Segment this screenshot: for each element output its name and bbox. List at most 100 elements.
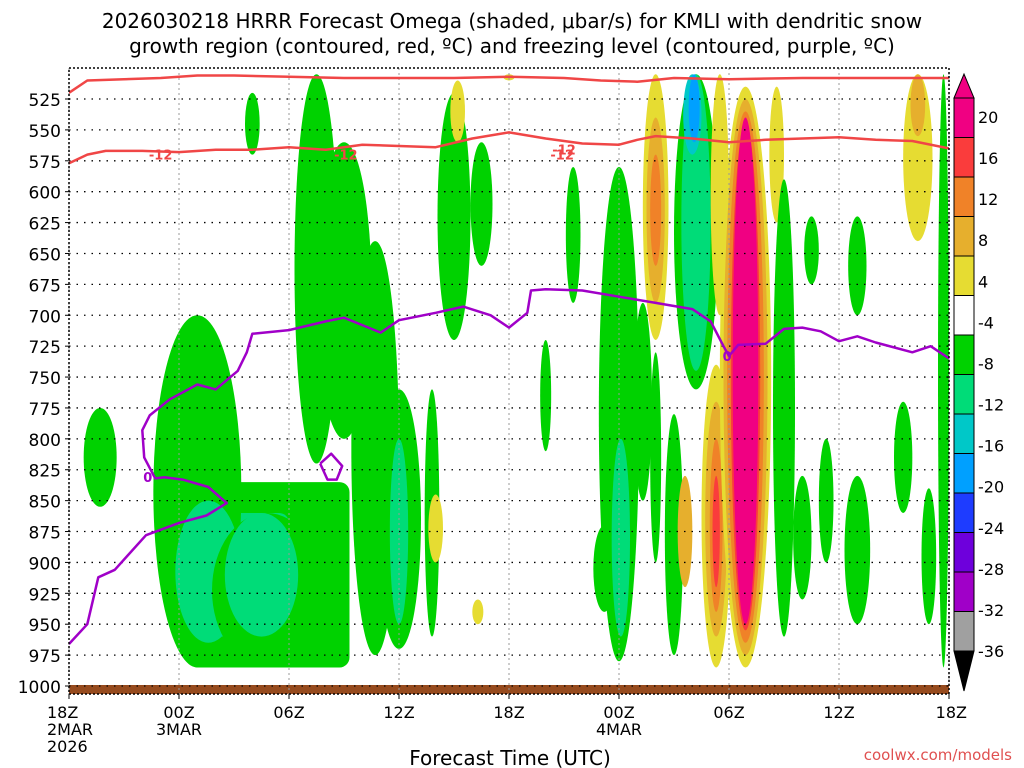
y-tick-label: 875 xyxy=(29,524,61,544)
y-tick-label: 700 xyxy=(29,307,61,327)
y-tick-label: 675 xyxy=(29,276,61,296)
x-tick-label: 00Z xyxy=(603,703,634,722)
colorbar-label: 20 xyxy=(978,108,998,127)
omega-cell xyxy=(732,117,759,625)
colorbar-label: -36 xyxy=(978,642,1004,661)
x-tick-label: 2026 xyxy=(47,737,88,756)
snow-growth-contour-label: -12 xyxy=(149,149,173,164)
colorbar-box xyxy=(953,611,975,652)
x-tick-label: 2MAR xyxy=(47,720,93,739)
omega-cell xyxy=(938,74,949,668)
omega-shading xyxy=(69,74,949,694)
y-tick-label: 825 xyxy=(29,462,61,482)
colorbar-box xyxy=(953,571,975,612)
colorbar-label: 16 xyxy=(978,149,998,168)
omega-cell xyxy=(472,599,484,625)
colorbar-label: -24 xyxy=(978,519,1004,538)
colorbar-label: -20 xyxy=(978,478,1004,497)
colorbar-box xyxy=(953,255,975,296)
x-tick-label: 3MAR xyxy=(156,720,202,739)
x-tick-label: 12Z xyxy=(823,703,854,722)
colorbar-label: -28 xyxy=(978,560,1004,579)
y-tick-label: 975 xyxy=(29,647,61,667)
x-tick-label: 4MAR xyxy=(596,720,642,739)
x-axis-label: Forecast Time (UTC) xyxy=(409,746,611,768)
colorbar-box xyxy=(953,492,975,533)
x-tick-label: 12Z xyxy=(383,703,414,722)
y-axis-pressure: 525 550 575 600 625 650 675 700 725 750 775 800 825 8… xyxy=(18,91,69,698)
freezing-level-loop xyxy=(319,452,344,481)
y-tick-label: 625 xyxy=(29,215,61,235)
colorbar-label: 8 xyxy=(978,231,988,250)
y-tick-label: 950 xyxy=(29,616,61,636)
snow-growth-contour-label: -12 xyxy=(550,149,574,164)
omega-cell xyxy=(664,414,684,656)
omega-cell xyxy=(894,401,913,513)
omega-cell xyxy=(245,92,260,155)
colorbar-box xyxy=(953,137,975,178)
omega-cell xyxy=(910,74,926,137)
y-tick-label: 550 xyxy=(29,122,61,142)
omega-cell xyxy=(428,494,443,563)
snow-growth-contour-label: -12 xyxy=(552,144,576,159)
x-tick-label: 18Z xyxy=(47,703,78,722)
colorbar-box xyxy=(953,334,975,375)
y-tick-label: 525 xyxy=(29,91,61,111)
colorbar-box xyxy=(953,295,975,336)
omega-cell xyxy=(688,74,700,143)
colorbar-label: -4 xyxy=(978,313,994,332)
y-tick-label: 775 xyxy=(29,400,61,420)
y-tick-label: 1000 xyxy=(18,678,61,698)
snow-growth-contour-label: -12 xyxy=(334,149,358,164)
omega-cell xyxy=(650,352,662,563)
y-tick-label: 850 xyxy=(29,493,61,513)
omega-cell xyxy=(224,512,299,637)
x-tick-label: 18Z xyxy=(936,703,967,722)
x-tick-label: 06Z xyxy=(273,703,304,722)
omega-cell xyxy=(565,166,581,303)
colorbar-label: -12 xyxy=(978,396,1004,415)
omega-cell xyxy=(470,142,493,266)
omega-cell xyxy=(450,80,465,143)
chart-title-line-1: 2026030218 HRRR Forecast Omega (shaded, … xyxy=(102,9,922,33)
colorbar-box xyxy=(953,532,975,573)
omega-cell xyxy=(712,475,720,588)
colorbar-legend: 20 16 12 8 4 -4 -8 -12 -16 -20 -24 -28 -32 -36 xyxy=(953,72,1004,692)
colorbar-label: -16 xyxy=(978,437,1004,456)
colorbar-box xyxy=(953,453,975,494)
colorbar-box xyxy=(953,97,975,138)
y-tick-label: 725 xyxy=(29,338,61,358)
omega-cell xyxy=(650,154,662,266)
y-tick-label: 925 xyxy=(29,585,61,605)
omega-cell xyxy=(611,438,630,637)
omega-cell xyxy=(769,86,785,223)
y-tick-label: 600 xyxy=(29,184,61,204)
y-tick-label: 800 xyxy=(29,431,61,451)
omega-cell xyxy=(804,216,819,285)
snow-growth-top-contour-line xyxy=(69,74,949,94)
credit-text: coolwx.com/models xyxy=(864,746,1012,764)
y-tick-label: 650 xyxy=(29,245,61,265)
x-tick-label: 18Z xyxy=(493,703,524,722)
colorbar-box xyxy=(953,374,975,415)
omega-cell xyxy=(793,475,812,600)
colorbar-label: 4 xyxy=(978,272,988,291)
y-tick-label: 900 xyxy=(29,554,61,574)
omega-cell xyxy=(903,74,933,242)
snow-growth-contour-line xyxy=(69,131,949,165)
x-tick-label: 06Z xyxy=(713,703,744,722)
colorbar-box xyxy=(953,176,975,217)
chart-title-line-2: growth region (contoured, red, ºC) and f… xyxy=(129,34,895,58)
omega-cell xyxy=(844,475,871,625)
colorbar-label: -8 xyxy=(978,354,994,373)
omega-cell xyxy=(437,92,471,340)
colorbar-bottom-arrow xyxy=(953,650,975,692)
colorbar-label: 12 xyxy=(978,190,998,209)
omega-cell xyxy=(540,339,552,452)
colorbar-top-arrow xyxy=(953,72,975,99)
omega-cell xyxy=(83,407,117,507)
colorbar-box xyxy=(953,413,975,454)
